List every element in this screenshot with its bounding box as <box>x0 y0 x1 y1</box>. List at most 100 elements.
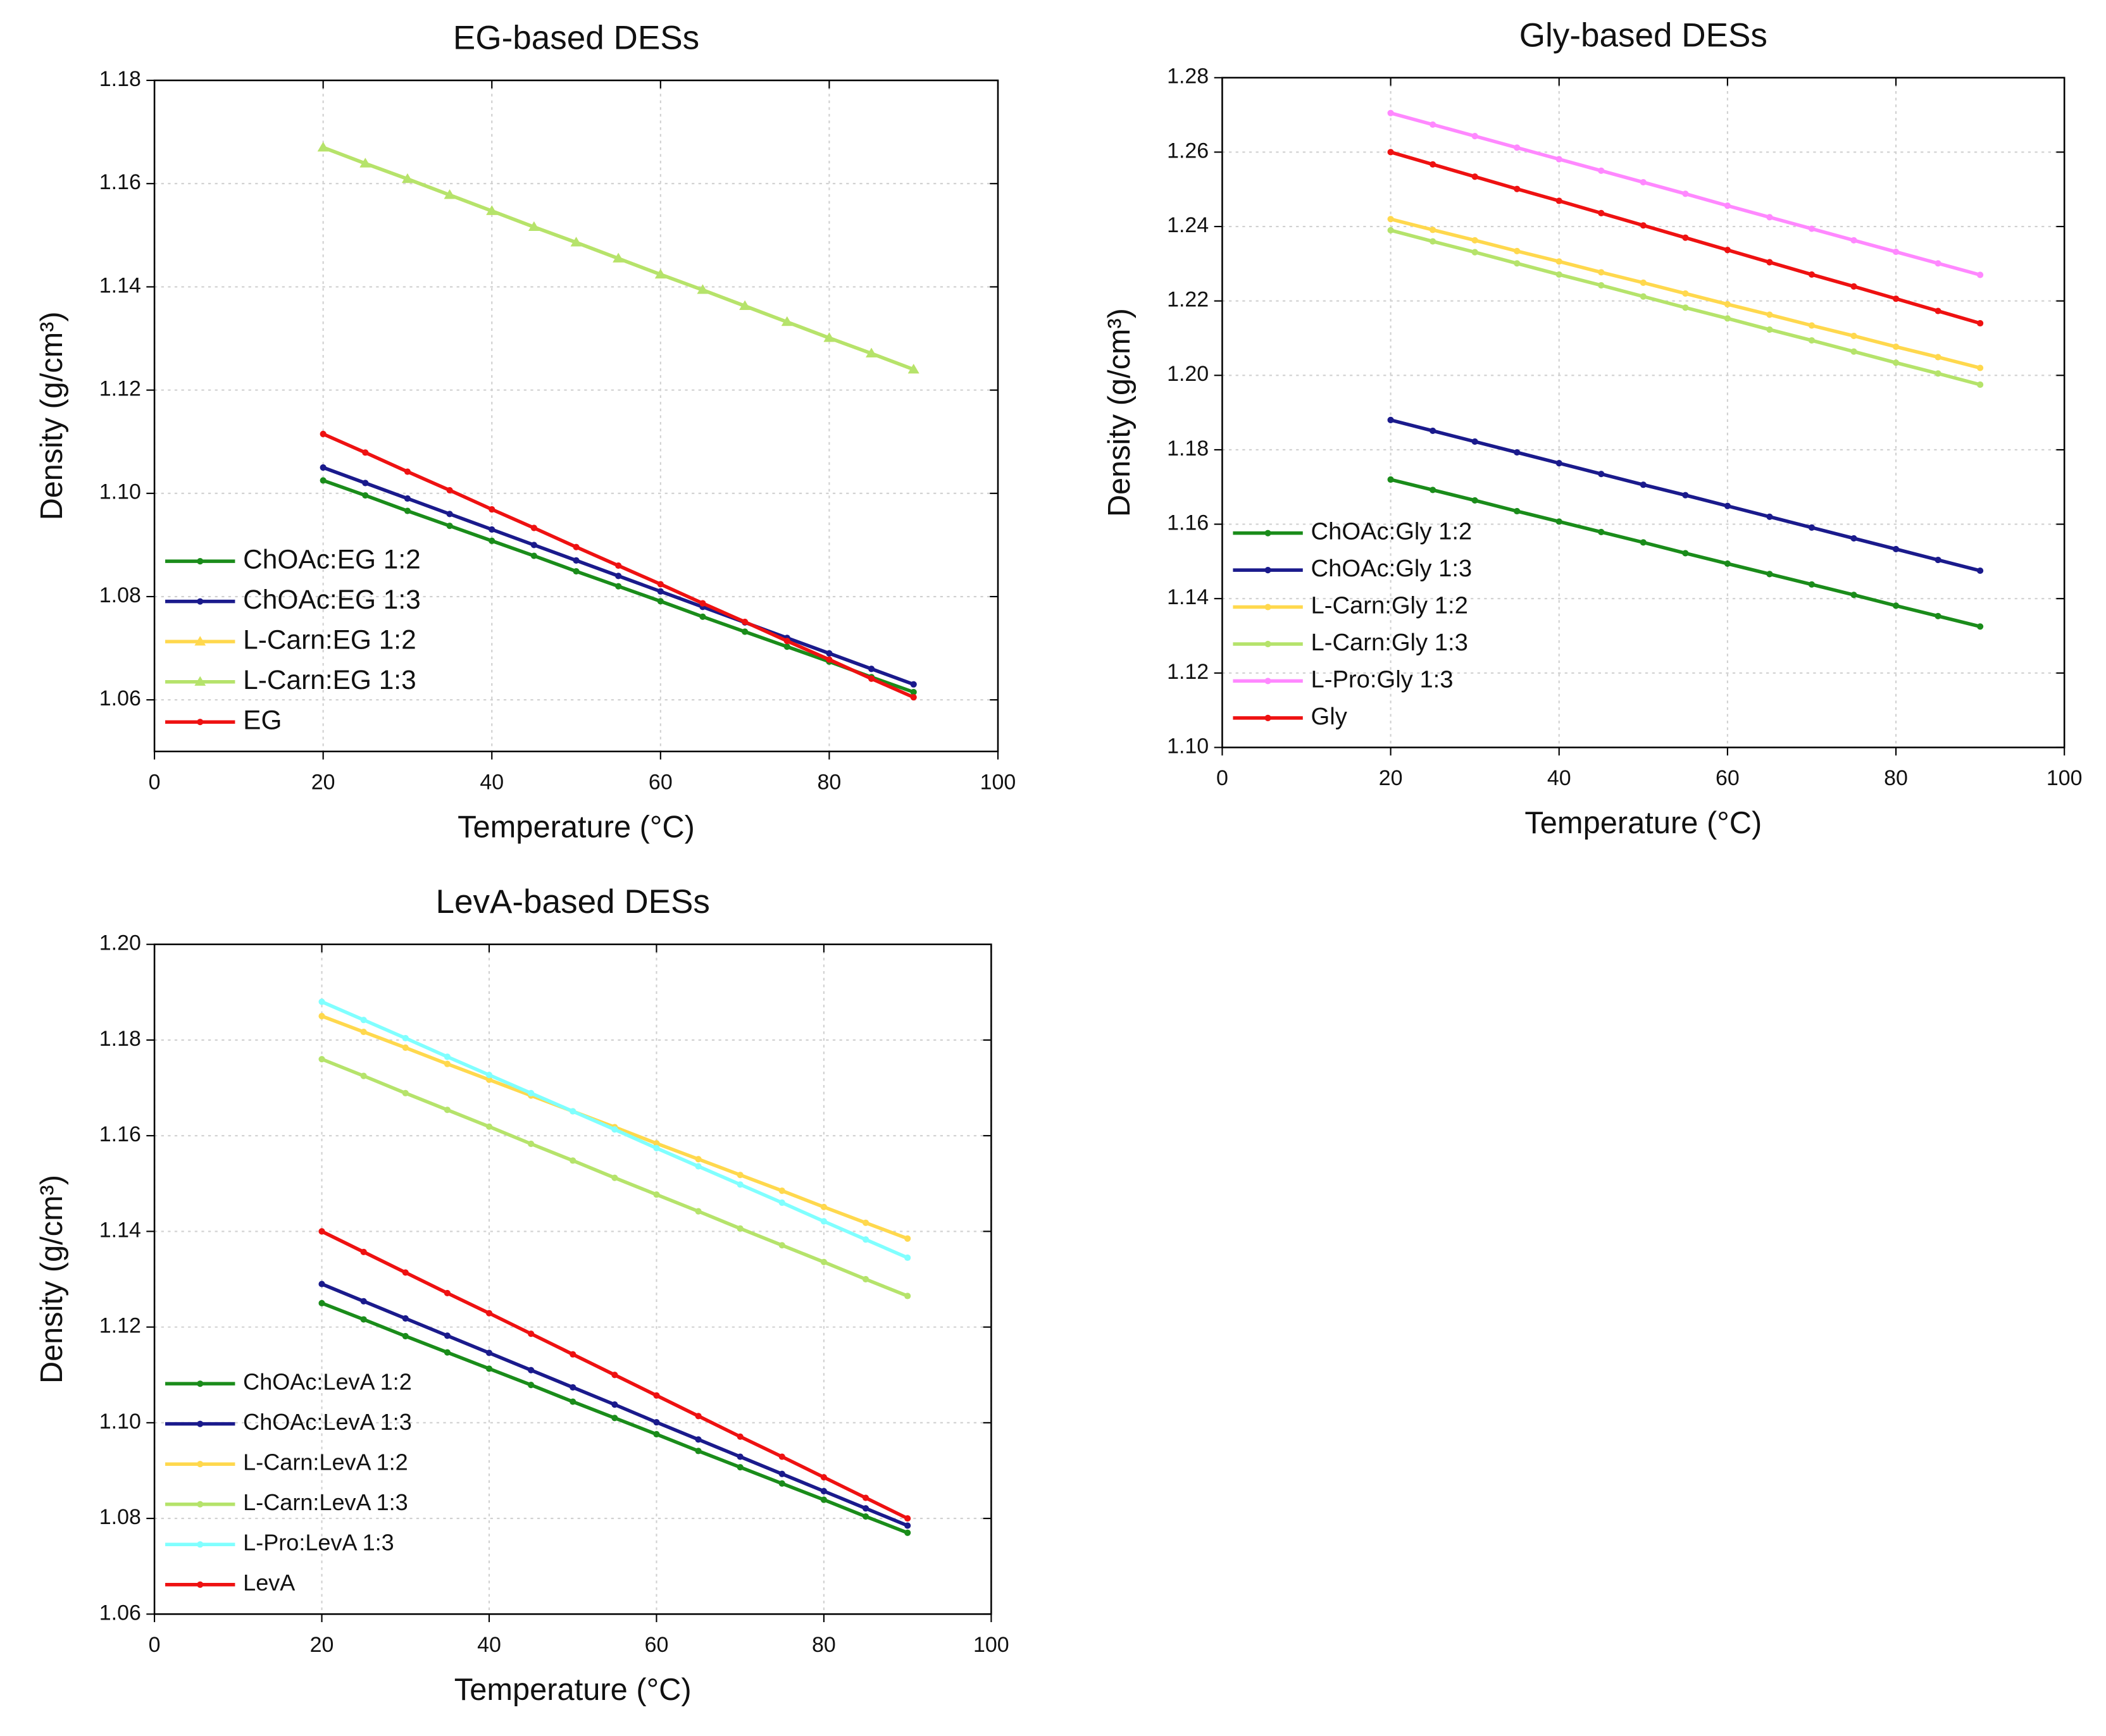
marker <box>778 1453 785 1460</box>
marker <box>1766 311 1773 318</box>
marker <box>528 1140 535 1148</box>
marker <box>820 1203 828 1210</box>
marker <box>1977 623 1984 630</box>
marker <box>318 1228 325 1235</box>
marker <box>778 1199 785 1206</box>
marker <box>868 666 875 673</box>
legend-marker <box>1264 640 1271 648</box>
x-tick-label: 40 <box>1547 766 1571 790</box>
y-axis-label: Density (g/cm³) <box>35 311 69 520</box>
marker <box>1977 271 1984 278</box>
marker <box>1598 167 1605 174</box>
marker <box>1430 226 1436 233</box>
marker <box>485 1076 493 1083</box>
marker <box>1555 271 1562 278</box>
marker <box>489 537 495 544</box>
marker <box>317 142 329 152</box>
marker <box>1977 567 1984 574</box>
marker <box>653 1419 660 1426</box>
y-tick-label: 1.08 <box>99 1505 141 1529</box>
marker <box>446 487 453 493</box>
marker <box>778 1480 785 1487</box>
marker <box>611 1126 618 1133</box>
marker <box>1471 249 1478 256</box>
marker <box>1808 225 1816 232</box>
marker <box>1555 460 1562 467</box>
marker <box>653 1144 660 1151</box>
marker <box>1514 185 1521 192</box>
legend-marker <box>197 1541 204 1548</box>
marker <box>1514 449 1521 456</box>
marker <box>1682 550 1689 557</box>
marker <box>1598 209 1605 216</box>
marker <box>737 1172 744 1179</box>
marker <box>1977 364 1984 371</box>
marker <box>573 567 580 575</box>
y-tick-label: 1.06 <box>99 1601 141 1625</box>
marker <box>1471 497 1478 504</box>
marker <box>402 1332 409 1340</box>
marker <box>318 1013 325 1020</box>
marker <box>1514 507 1521 515</box>
marker <box>611 1401 618 1408</box>
legend-marker <box>194 636 206 646</box>
marker <box>320 430 327 438</box>
marker <box>1935 354 1941 361</box>
legend-label: ChOAc:LevA 1:3 <box>243 1409 412 1435</box>
y-tick-label: 1.08 <box>99 583 141 607</box>
x-axis-label: Temperature (°C) <box>1524 806 1762 840</box>
marker <box>1555 197 1562 204</box>
marker <box>446 523 453 530</box>
x-tick-label: 0 <box>149 771 161 795</box>
marker <box>904 1529 911 1536</box>
legend-marker <box>194 676 206 686</box>
marker <box>1471 133 1478 140</box>
legend-marker <box>197 1581 204 1588</box>
marker <box>657 581 664 588</box>
marker <box>1724 202 1731 209</box>
marker <box>1935 612 1941 619</box>
legend-label: Gly <box>1311 703 1347 730</box>
marker <box>907 364 919 374</box>
marker <box>444 1060 451 1067</box>
marker <box>862 1505 869 1512</box>
marker <box>868 675 875 682</box>
legend-label: ChOAc:Gly 1:3 <box>1311 555 1473 582</box>
marker <box>402 1269 409 1276</box>
y-tick-label: 1.14 <box>1167 585 1209 609</box>
x-tick-label: 100 <box>973 1633 1009 1657</box>
marker <box>615 562 622 569</box>
marker <box>485 1072 493 1079</box>
marker <box>1766 571 1773 578</box>
marker <box>611 1174 618 1181</box>
y-tick-label: 1.18 <box>99 1027 141 1051</box>
legend-marker <box>1264 678 1271 685</box>
y-axis-label: Density (g/cm³) <box>1102 308 1137 517</box>
marker <box>904 1515 911 1522</box>
x-tick-label: 60 <box>645 1633 669 1657</box>
marker <box>826 656 833 663</box>
marker <box>1724 301 1731 308</box>
marker <box>1640 293 1647 300</box>
marker <box>570 1384 576 1391</box>
y-axis-label: Density (g/cm³) <box>35 1175 69 1384</box>
marker <box>1766 259 1773 266</box>
marker <box>1430 161 1436 168</box>
marker <box>570 1108 576 1115</box>
marker <box>615 583 622 590</box>
marker <box>1808 337 1816 344</box>
marker <box>910 694 917 701</box>
marker <box>657 588 664 595</box>
legend-label: ChOAc:LevA 1:2 <box>243 1369 412 1395</box>
chart-title: LevA-based DESs <box>435 883 709 921</box>
marker <box>360 1298 367 1305</box>
marker <box>783 643 790 650</box>
marker <box>1471 438 1478 445</box>
marker <box>613 252 625 263</box>
legend-label: L-Carn:EG 1:2 <box>243 624 416 654</box>
marker <box>778 1242 785 1249</box>
marker <box>1892 545 1900 553</box>
chart-title: Gly-based DESs <box>1519 16 1767 54</box>
marker <box>737 1453 744 1460</box>
